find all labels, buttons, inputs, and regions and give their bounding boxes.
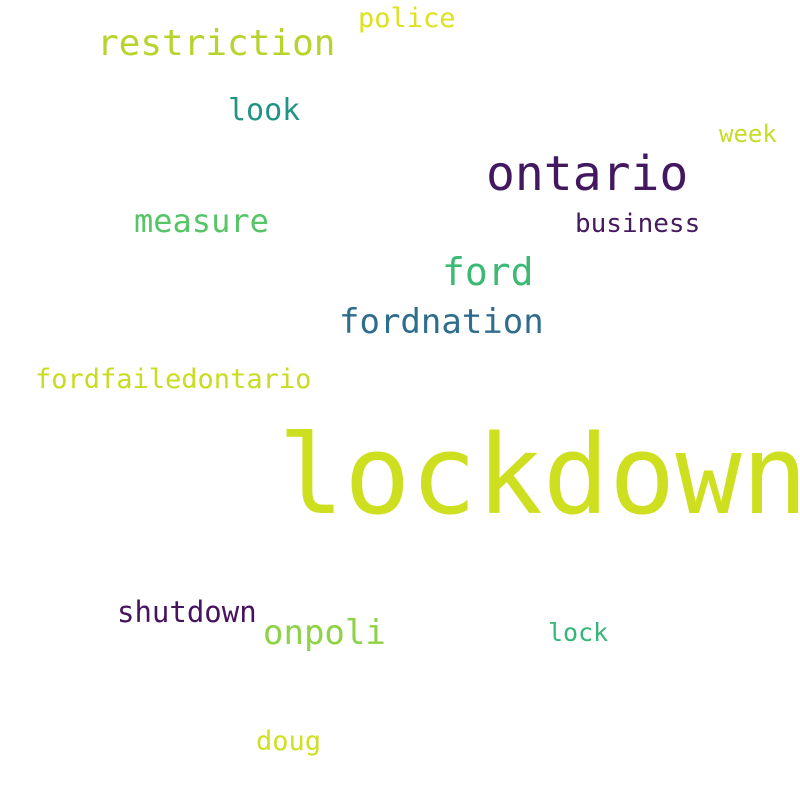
word-measure: measure xyxy=(134,202,269,240)
word-lockdown: lockdown xyxy=(278,411,800,539)
word-look: look xyxy=(228,93,301,128)
word-ontario: ontario xyxy=(486,146,689,202)
word-shutdown: shutdown xyxy=(117,595,257,629)
word-week: week xyxy=(719,120,777,148)
word-fordfailedontario: fordfailedontario xyxy=(35,364,312,395)
word-onpoli: onpoli xyxy=(263,613,386,653)
word-ford: ford xyxy=(442,250,534,294)
word-restriction: restriction xyxy=(97,23,336,64)
word-fordnation: fordnation xyxy=(339,302,544,342)
word-lock: lock xyxy=(548,618,609,647)
word-police: police xyxy=(358,3,456,34)
word-business: business xyxy=(575,209,701,239)
word-doug: doug xyxy=(256,726,322,757)
